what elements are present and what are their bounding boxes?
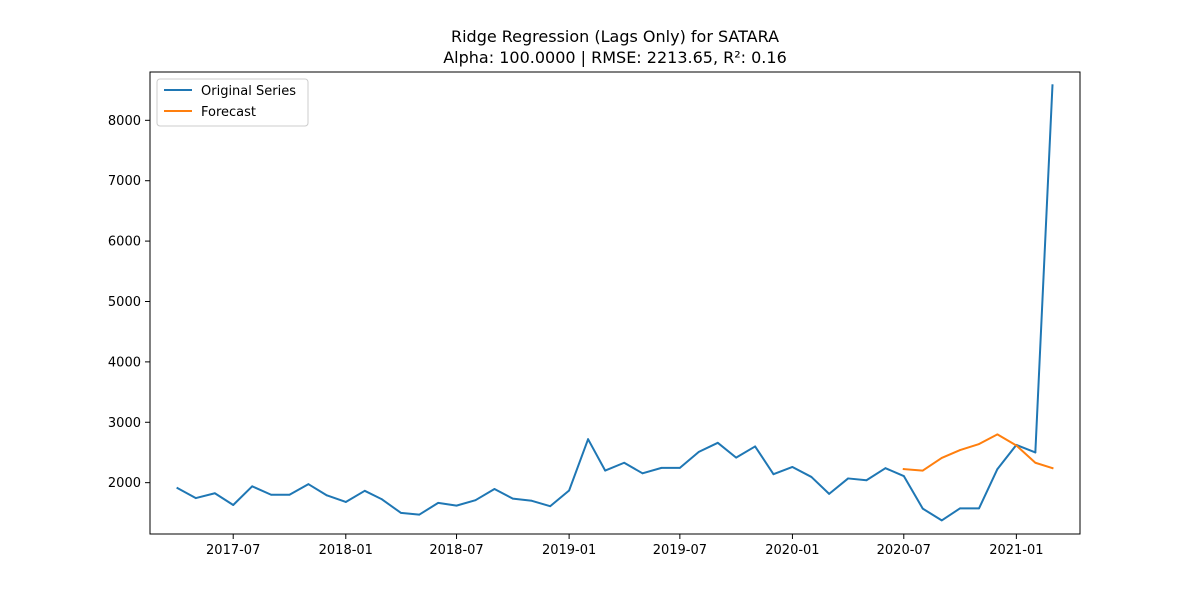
x-tick-label: 2020-01 bbox=[765, 543, 819, 558]
data-point-forecast bbox=[996, 433, 999, 436]
y-axis: 2000 3000 4000 5000 6000 7000 8000 bbox=[108, 114, 150, 491]
y-tick-label: 3000 bbox=[108, 416, 141, 431]
data-point-original-series bbox=[530, 499, 533, 502]
data-point-original-series bbox=[194, 497, 197, 499]
data-point-original-series bbox=[754, 445, 757, 448]
y-tick-label: 7000 bbox=[108, 174, 141, 189]
data-point-original-series bbox=[307, 483, 310, 486]
data-point-original-series bbox=[455, 504, 458, 507]
data-point-original-series bbox=[568, 489, 571, 492]
chart-subtitle: Alpha: 100.0000 | RMSE: 2213.65, R²: 0.1… bbox=[443, 48, 787, 67]
series-line-original-series bbox=[176, 84, 1054, 522]
data-point-original-series bbox=[511, 497, 514, 500]
data-point-original-series bbox=[884, 467, 887, 470]
data-point-original-series bbox=[493, 488, 496, 490]
data-point-original-series bbox=[380, 498, 383, 501]
data-point-original-series bbox=[1034, 451, 1037, 454]
data-point-original-series bbox=[270, 493, 273, 496]
data-point-original-series bbox=[325, 494, 328, 497]
data-point-forecast bbox=[1034, 461, 1037, 464]
plot-frame bbox=[149, 71, 1081, 535]
data-point-original-series bbox=[697, 450, 700, 453]
data-point-original-series bbox=[959, 507, 961, 510]
data-point-forecast bbox=[1015, 444, 1018, 447]
legend-label-forecast: Forecast bbox=[201, 105, 256, 120]
data-point-original-series bbox=[1051, 84, 1054, 87]
data-point-original-series bbox=[996, 468, 999, 470]
x-tick-label: 2019-01 bbox=[542, 543, 596, 558]
data-point-original-series bbox=[232, 504, 235, 506]
data-point-original-series bbox=[288, 493, 291, 496]
data-point-forecast bbox=[921, 469, 924, 472]
legend: Original Series Forecast bbox=[156, 78, 309, 127]
data-point-original-series bbox=[641, 472, 644, 475]
chart-title: Ridge Regression (Lags Only) for SATARA bbox=[451, 27, 779, 46]
y-tick-label: 5000 bbox=[108, 295, 141, 310]
x-tick-label: 2019-07 bbox=[653, 543, 707, 558]
data-point-forecast bbox=[959, 449, 961, 451]
x-tick-label: 2017-07 bbox=[206, 543, 260, 558]
y-tick-label: 6000 bbox=[108, 235, 141, 250]
data-point-forecast bbox=[1051, 467, 1054, 470]
data-point-original-series bbox=[791, 466, 794, 468]
data-point-original-series bbox=[921, 507, 924, 510]
data-point-original-series bbox=[660, 466, 663, 469]
data-point-original-series bbox=[865, 479, 868, 482]
data-point-original-series bbox=[176, 487, 179, 490]
data-point-original-series bbox=[418, 513, 421, 516]
data-point-original-series bbox=[213, 492, 216, 495]
data-point-forecast bbox=[940, 457, 943, 459]
data-point-original-series bbox=[678, 466, 681, 469]
y-tick-label: 4000 bbox=[108, 355, 141, 370]
data-point-original-series bbox=[772, 473, 775, 476]
data-point-original-series bbox=[549, 505, 552, 508]
x-tick-label: 2020-07 bbox=[877, 543, 931, 558]
data-point-original-series bbox=[828, 492, 831, 495]
data-point-original-series bbox=[604, 469, 607, 472]
data-point-original-series bbox=[623, 461, 626, 464]
data-point-original-series bbox=[735, 456, 738, 459]
data-point-original-series bbox=[716, 441, 719, 444]
data-point-original-series bbox=[363, 489, 366, 492]
data-point-original-series bbox=[847, 477, 850, 480]
x-tick-label: 2018-01 bbox=[319, 543, 373, 558]
x-tick-label: 2021-01 bbox=[989, 543, 1043, 558]
series-layer bbox=[176, 84, 1054, 522]
plot-area bbox=[150, 72, 1080, 534]
data-point-original-series bbox=[344, 501, 347, 503]
x-axis: 2017-07 2018-01 2018-07 2019-01 2019-07 2020-… bbox=[206, 534, 1044, 558]
data-point-original-series bbox=[902, 475, 905, 477]
y-tick-label: 8000 bbox=[108, 114, 141, 129]
data-point-original-series bbox=[587, 438, 589, 441]
data-point-forecast bbox=[978, 443, 980, 445]
data-point-original-series bbox=[810, 476, 813, 478]
data-point-original-series bbox=[399, 511, 402, 514]
data-point-original-series bbox=[978, 507, 980, 510]
data-point-original-series bbox=[940, 519, 943, 522]
data-point-original-series bbox=[474, 499, 477, 502]
data-point-original-series bbox=[437, 501, 440, 504]
data-point-original-series bbox=[251, 485, 254, 488]
legend-box bbox=[156, 78, 309, 127]
y-tick-label: 2000 bbox=[108, 476, 141, 491]
x-tick-label: 2018-07 bbox=[429, 543, 483, 558]
data-point-forecast bbox=[902, 468, 905, 470]
legend-label-original-series: Original Series bbox=[201, 84, 296, 99]
